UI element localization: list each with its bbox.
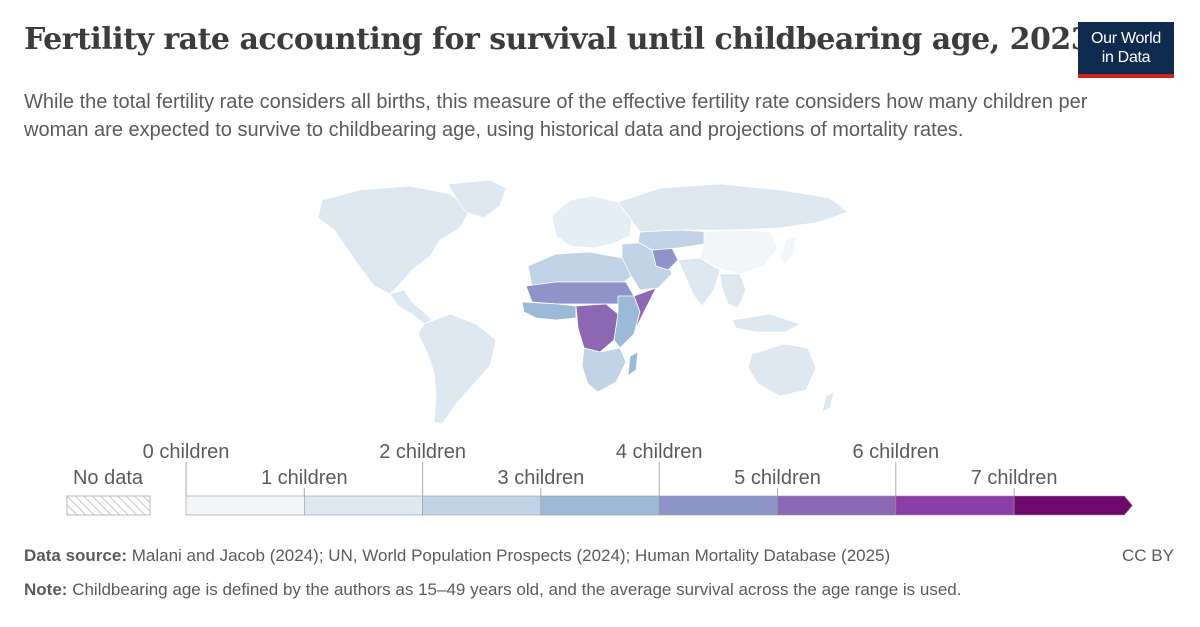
legend-label: 4 children: [616, 441, 703, 463]
legend-swatch[interactable]: [185, 495, 305, 516]
legend-swatch[interactable]: [303, 495, 423, 516]
logo-line-1: Our World: [1091, 30, 1161, 47]
no-data-swatch: [66, 495, 151, 516]
legend-swatch[interactable]: [658, 495, 778, 516]
owid-logo[interactable]: Our World in Data: [1078, 22, 1174, 78]
map-region[interactable]: [551, 195, 633, 249]
legend-label: 2 children: [379, 441, 466, 463]
map-region[interactable]: [719, 273, 747, 309]
map-region[interactable]: [627, 351, 639, 377]
map-region[interactable]: [731, 313, 801, 333]
source-text: Malani and Jacob (2024); UN, World Popul…: [131, 546, 891, 565]
note-text: Childbearing age is defined by the autho…: [72, 580, 962, 599]
legend-label: 1 children: [261, 467, 348, 489]
map-region[interactable]: [747, 343, 817, 397]
map-region[interactable]: [779, 235, 797, 265]
map-region[interactable]: [617, 183, 849, 233]
legend-swatch[interactable]: [1013, 495, 1133, 516]
logo-red-bar: [1078, 74, 1174, 78]
legend-label: 0 children: [143, 441, 230, 463]
legend-label: 5 children: [734, 467, 821, 489]
note-label: Note:: [24, 580, 68, 599]
legend-swatch[interactable]: [777, 495, 897, 516]
map-region[interactable]: [389, 289, 433, 325]
legend-swatch[interactable]: [540, 495, 660, 516]
color-legend: No data 0 children 1 children 2 children 3 …: [66, 441, 1133, 516]
legend-label: 6 children: [852, 441, 939, 463]
map-region[interactable]: [317, 185, 471, 295]
map-region[interactable]: [613, 295, 641, 349]
map-region[interactable]: [637, 229, 711, 251]
map-region[interactable]: [821, 391, 835, 413]
legend-bins: 0 children 1 children 2 children 3 children…: [143, 441, 1133, 516]
map-region[interactable]: [575, 303, 619, 353]
map-region[interactable]: [581, 347, 627, 393]
legend-label: 3 children: [498, 467, 585, 489]
source-label: Data source:: [24, 546, 127, 565]
chart-title: Fertility rate accounting for survival u…: [24, 22, 1092, 57]
chart-note: Note: Childbearing age is defined by the…: [24, 580, 1174, 600]
chart-subtitle: While the total fertility rate considers…: [24, 91, 1088, 141]
no-data-label: No data: [73, 467, 144, 489]
data-source: Data source: Malani and Jacob (2024); UN…: [24, 546, 1174, 566]
legend-swatch[interactable]: [422, 495, 542, 516]
map-region[interactable]: [527, 251, 635, 287]
map-region[interactable]: [521, 301, 577, 321]
license-link[interactable]: CC BY: [1122, 546, 1174, 565]
legend-swatch[interactable]: [895, 495, 1015, 516]
world-map[interactable]: [300, 178, 860, 430]
logo-line-2: in Data: [1101, 49, 1151, 66]
legend-label: 7 children: [971, 467, 1058, 489]
map-region[interactable]: [699, 229, 779, 275]
map-region[interactable]: [417, 313, 497, 425]
map-region[interactable]: [447, 179, 507, 219]
